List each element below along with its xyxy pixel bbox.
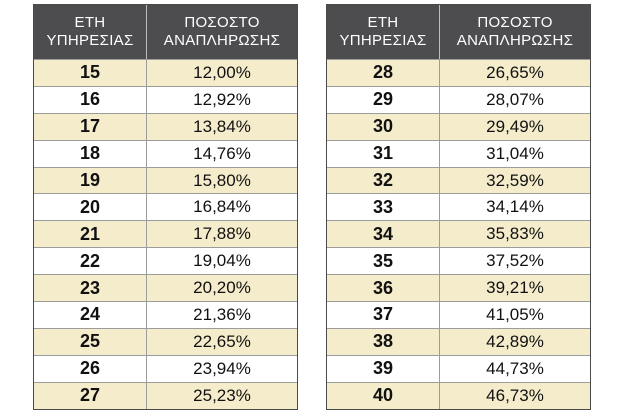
header-years-line2: ΥΠΗΡΕΣΙΑΣ (339, 32, 427, 49)
table-row: 38 42,89% (327, 327, 590, 355)
years-cell: 28 (327, 60, 440, 86)
header-years-line1: ΕΤΗ (367, 14, 399, 31)
years-cell: 29 (327, 86, 440, 113)
table-row: 15 12,00% (34, 59, 297, 86)
header-pct-line2: ΑΝΑΠΛΗΡΩΣΗΣ (456, 32, 574, 49)
replacement-rate-table-left: ΕΤΗ ΥΠΗΡΕΣΙΑΣ ΠΟΣΟΣΤΟ ΑΝΑΠΛΗΡΩΣΗΣ 15 12,00%… (33, 4, 298, 410)
table-row: 30 29,49% (327, 112, 590, 140)
rate-cell: 15,80% (193, 170, 251, 190)
table-row: 23 20,20% (34, 274, 297, 302)
years-cell: 34 (327, 221, 440, 248)
years-cell: 19 (34, 167, 147, 194)
years-cell: 32 (327, 167, 440, 194)
years-cell: 37 (327, 302, 440, 328)
header-pct-line1: ΠΟΣΟΣΤΟ (184, 14, 260, 31)
header-replacement-rate: ΠΟΣΟΣΤΟ ΑΝΑΠΛΗΡΩΣΗΣ (440, 5, 590, 59)
rate-cell: 35,83% (486, 224, 544, 244)
table-row: 34 35,83% (327, 220, 590, 248)
rate-cell: 16,84% (193, 197, 251, 217)
rate-cell: 41,05% (486, 304, 544, 324)
header-pct-line2: ΑΝΑΠΛΗΡΩΣΗΣ (163, 32, 281, 49)
years-cell: 18 (34, 140, 147, 167)
rate-cell: 32,59% (486, 170, 544, 190)
table-row: 31 31,04% (327, 139, 590, 167)
years-cell: 17 (34, 113, 147, 140)
rate-cell: 19,04% (193, 251, 251, 271)
years-cell: 39 (327, 355, 440, 382)
rate-cell: 44,73% (486, 358, 544, 378)
table-row: 27 25,23% (34, 381, 297, 409)
rate-cell: 17,88% (193, 224, 251, 244)
years-cell: 35 (327, 248, 440, 275)
table-body: 28 26,65% 29 28,07% 30 29,49% 31 31,04% 32 32,59%… (327, 59, 590, 409)
years-cell: 20 (34, 194, 147, 221)
rate-cell: 14,76% (193, 143, 251, 163)
rate-cell: 29,49% (486, 116, 544, 136)
table-header: ΕΤΗ ΥΠΗΡΕΣΙΑΣ ΠΟΣΟΣΤΟ ΑΝΑΠΛΗΡΩΣΗΣ (327, 5, 590, 59)
table-row: 37 41,05% (327, 301, 590, 328)
table-row: 20 16,84% (34, 193, 297, 221)
table-row: 29 28,07% (327, 85, 590, 113)
table-row: 40 46,73% (327, 381, 590, 409)
table-row: 24 21,36% (34, 301, 297, 328)
years-cell: 21 (34, 221, 147, 248)
header-pct-line1: ΠΟΣΟΣΤΟ (477, 14, 553, 31)
table-row: 21 17,88% (34, 220, 297, 248)
years-cell: 15 (34, 60, 147, 86)
years-cell: 38 (327, 328, 440, 355)
table-row: 32 32,59% (327, 166, 590, 194)
table-body: 15 12,00% 16 12,92% 17 13,84% 18 14,76% 19 15,80%… (34, 59, 297, 409)
rate-cell: 26,65% (486, 62, 544, 82)
rate-cell: 22,65% (193, 331, 251, 351)
rate-cell: 31,04% (486, 143, 544, 163)
rate-cell: 13,84% (193, 116, 251, 136)
rate-cell: 34,14% (486, 197, 544, 217)
rate-cell: 21,36% (193, 304, 251, 324)
header-years-of-service: ΕΤΗ ΥΠΗΡΕΣΙΑΣ (34, 5, 147, 59)
rate-cell: 42,89% (486, 331, 544, 351)
replacement-rate-table-right: ΕΤΗ ΥΠΗΡΕΣΙΑΣ ΠΟΣΟΣΤΟ ΑΝΑΠΛΗΡΩΣΗΣ 28 26,65%… (326, 4, 591, 410)
table-row: 17 13,84% (34, 112, 297, 140)
years-cell: 23 (34, 275, 147, 302)
table-row: 19 15,80% (34, 166, 297, 194)
rate-cell: 20,20% (193, 278, 251, 298)
years-cell: 30 (327, 113, 440, 140)
table-row: 35 37,52% (327, 247, 590, 275)
table-row: 18 14,76% (34, 139, 297, 167)
rate-cell: 46,73% (486, 385, 544, 405)
years-cell: 16 (34, 86, 147, 113)
table-row: 25 22,65% (34, 327, 297, 355)
rate-cell: 37,52% (486, 251, 544, 271)
rate-cell: 23,94% (193, 358, 251, 378)
header-replacement-rate: ΠΟΣΟΣΤΟ ΑΝΑΠΛΗΡΩΣΗΣ (147, 5, 297, 59)
rate-cell: 12,92% (193, 89, 251, 109)
table-row: 28 26,65% (327, 59, 590, 86)
header-years-of-service: ΕΤΗ ΥΠΗΡΕΣΙΑΣ (327, 5, 440, 59)
table-header: ΕΤΗ ΥΠΗΡΕΣΙΑΣ ΠΟΣΟΣΤΟ ΑΝΑΠΛΗΡΩΣΗΣ (34, 5, 297, 59)
years-cell: 25 (34, 328, 147, 355)
years-cell: 33 (327, 194, 440, 221)
years-cell: 31 (327, 140, 440, 167)
table-row: 39 44,73% (327, 354, 590, 382)
header-years-line1: ΕΤΗ (74, 14, 106, 31)
rate-cell: 12,00% (193, 62, 251, 82)
years-cell: 24 (34, 302, 147, 328)
years-cell: 40 (327, 382, 440, 409)
header-years-line2: ΥΠΗΡΕΣΙΑΣ (46, 32, 134, 49)
table-row: 36 39,21% (327, 274, 590, 302)
rate-cell: 28,07% (486, 89, 544, 109)
years-cell: 36 (327, 275, 440, 302)
rate-cell: 25,23% (193, 385, 251, 405)
table-row: 26 23,94% (34, 354, 297, 382)
table-row: 22 19,04% (34, 247, 297, 275)
table-row: 33 34,14% (327, 193, 590, 221)
years-cell: 27 (34, 382, 147, 409)
years-cell: 22 (34, 248, 147, 275)
years-cell: 26 (34, 355, 147, 382)
table-row: 16 12,92% (34, 85, 297, 113)
rate-cell: 39,21% (486, 278, 544, 298)
